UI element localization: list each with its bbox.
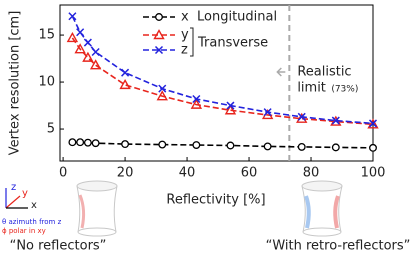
- z-label: z: [11, 182, 16, 193]
- caption: “With retro-reflectors”: [266, 239, 411, 254]
- x-axis-title: Reflectivity [%]: [166, 193, 265, 208]
- legend-marker: [154, 45, 164, 55]
- caption: “No reflectors”: [10, 239, 107, 254]
- point: [83, 38, 92, 47]
- x-tick-label: 100: [361, 166, 386, 181]
- x-tick-label: 0: [59, 166, 67, 181]
- point: [226, 101, 235, 110]
- point: [68, 138, 77, 147]
- point: [369, 143, 377, 152]
- point: [76, 28, 85, 37]
- x-tick-label: 20: [117, 166, 134, 181]
- point: [224, 104, 237, 115]
- x-tick-label: 40: [179, 166, 196, 181]
- series-line: [71, 37, 374, 126]
- legend-marker: [155, 13, 163, 21]
- limit-label: limit: [297, 81, 326, 96]
- point: [190, 98, 203, 109]
- phi-note: ϕ polar in xy: [2, 227, 46, 235]
- y-tick-label: 5: [47, 122, 55, 137]
- point: [158, 140, 167, 149]
- point: [331, 143, 340, 152]
- y-tick-label: 15: [38, 28, 55, 43]
- point: [83, 138, 92, 147]
- point: [158, 84, 167, 93]
- x-label: x: [31, 200, 37, 211]
- point: [66, 31, 79, 43]
- point: [368, 119, 378, 128]
- point: [156, 90, 168, 101]
- series-line: [72, 141, 374, 149]
- point: [91, 47, 100, 57]
- axes-icon: z y x θ azimuth from z ϕ polar in xy: [2, 182, 62, 235]
- point: [331, 116, 340, 125]
- point: [121, 68, 130, 77]
- legend-group: Longitudinal: [197, 10, 277, 25]
- point: [89, 59, 102, 70]
- theta-note: θ azimuth from z: [2, 218, 62, 226]
- legend-bracket: [190, 27, 194, 57]
- cylinder-retro-reflectors: [301, 180, 343, 237]
- limit-label: Realistic: [297, 65, 351, 80]
- x-tick-label: 60: [241, 166, 258, 181]
- point: [297, 142, 306, 151]
- limit-note: (73%): [331, 85, 358, 95]
- cylinder-no-reflectors: [76, 180, 118, 237]
- point: [68, 12, 77, 21]
- point: [226, 141, 235, 150]
- y-arrow: [5, 195, 21, 209]
- limit-arrow: [276, 67, 286, 77]
- point: [91, 139, 100, 148]
- point: [297, 112, 306, 121]
- point: [263, 108, 272, 117]
- plot-frame: [59, 4, 374, 162]
- y-axis-title: Vertex resolution [cm]: [8, 11, 23, 156]
- point: [82, 51, 94, 62]
- point: [121, 140, 130, 149]
- point: [367, 118, 379, 129]
- legend-label: z: [181, 43, 188, 58]
- legend-label: y: [181, 28, 189, 43]
- y-label: y: [22, 188, 28, 199]
- point: [192, 141, 201, 149]
- point: [263, 142, 272, 151]
- legend-group: Transverse: [197, 36, 268, 51]
- legend-label: x: [181, 10, 189, 25]
- legend-marker: [153, 29, 165, 40]
- point: [192, 94, 201, 104]
- point: [76, 138, 85, 147]
- point: [74, 43, 86, 54]
- y-tick-label: 10: [38, 75, 55, 90]
- x-tick-label: 80: [303, 166, 320, 181]
- point: [119, 78, 131, 90]
